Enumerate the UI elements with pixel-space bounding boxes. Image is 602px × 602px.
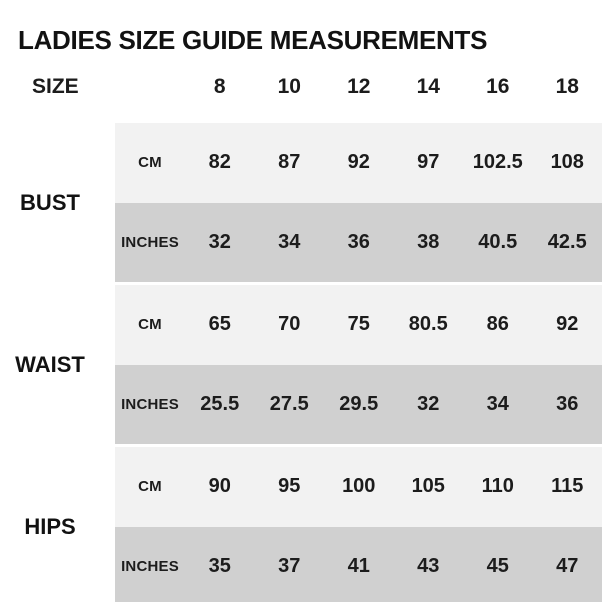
waist-group: WAIST CM 65 70 75 80.5 86 92 INCHES 25.5… <box>0 285 602 444</box>
table-cell: 43 <box>417 554 440 577</box>
table-cell: 35 <box>208 554 231 577</box>
hips-group-label: HIPS <box>24 513 76 539</box>
table-cell: 110 <box>481 475 514 498</box>
waist-group-label: WAIST <box>15 351 85 377</box>
waist-inches-row: INCHES 25.5 27.5 29.5 32 34 36 <box>115 364 602 444</box>
table-cell: 29.5 <box>339 392 379 415</box>
table-cell: 47 <box>556 554 579 577</box>
hips-rows: CM 90 95 100 105 110 115 INCHES 35 37 41… <box>115 447 602 602</box>
table-cell: 65 <box>208 313 231 336</box>
table-cell: 100 <box>342 475 376 498</box>
bust-inches-row: INCHES 32 34 36 38 40.5 42.5 <box>115 202 602 282</box>
table-cell: 105 <box>411 475 445 498</box>
table-cell: 32 <box>417 392 440 415</box>
waist-cm-row: CM 65 70 75 80.5 86 92 <box>115 285 602 365</box>
hips-inches-row: INCHES 35 37 41 43 45 47 <box>115 526 602 602</box>
table-cell: 75 <box>347 313 370 336</box>
table-cell: 87 <box>278 151 301 174</box>
table-cell: 41 <box>347 554 370 577</box>
table-cell: 42.5 <box>547 230 587 253</box>
table-cell: 38 <box>417 230 440 253</box>
bust-group: BUST CM 82 87 92 97 102.5 108 INCHES 32 … <box>0 123 602 282</box>
table-cell: 95 <box>278 475 301 498</box>
size-column-header: 14 <box>416 75 440 98</box>
table-cell: 92 <box>556 313 579 336</box>
table-cell: 108 <box>550 151 584 174</box>
table-cell: 92 <box>347 151 370 174</box>
table-cell: 90 <box>208 475 231 498</box>
hips-cm-row: CM 90 95 100 105 110 115 <box>115 447 602 527</box>
table-cell: 102.5 <box>472 151 523 174</box>
table-cell: 45 <box>486 554 509 577</box>
size-header-label: SIZE <box>32 75 79 98</box>
table-cell: 80.5 <box>408 313 448 336</box>
size-column-header: 16 <box>486 75 510 98</box>
unit-label: INCHES <box>121 233 179 251</box>
table-cell: 37 <box>278 554 301 577</box>
unit-label: INCHES <box>121 557 179 575</box>
unit-label: CM <box>138 478 162 496</box>
table-cell: 36 <box>556 392 579 415</box>
table-cell: 70 <box>278 313 301 336</box>
bust-group-label: BUST <box>20 189 80 215</box>
table-cell: 40.5 <box>478 230 518 253</box>
size-column-header: 12 <box>347 75 371 98</box>
table-cell: 86 <box>486 313 509 336</box>
bust-cm-row: CM 82 87 92 97 102.5 108 <box>115 123 602 203</box>
unit-label: INCHES <box>121 395 179 413</box>
table-cell: 27.5 <box>269 392 309 415</box>
table-cell: 34 <box>278 230 301 253</box>
unit-label: CM <box>138 154 162 172</box>
table-cell: 36 <box>347 230 370 253</box>
table-cell: 97 <box>417 151 440 174</box>
size-column-header: 18 <box>555 75 579 98</box>
size-column-header: 10 <box>277 75 301 98</box>
table-cell: 82 <box>208 151 231 174</box>
table-cell: 25.5 <box>200 392 240 415</box>
hips-group: HIPS CM 90 95 100 105 110 115 INCHES 35 … <box>0 447 602 602</box>
size-header-row: SIZE 8 10 12 14 16 18 <box>0 72 602 102</box>
table-cell: 115 <box>551 475 584 498</box>
table-cell: 34 <box>486 392 509 415</box>
bust-rows: CM 82 87 92 97 102.5 108 INCHES 32 34 36… <box>115 123 602 282</box>
page-title: LADIES SIZE GUIDE MEASUREMENTS <box>18 25 488 55</box>
unit-label: CM <box>138 316 162 334</box>
table-cell: 32 <box>208 230 231 253</box>
size-column-header: 8 <box>213 75 226 98</box>
waist-rows: CM 65 70 75 80.5 86 92 INCHES 25.5 27.5 … <box>115 285 602 444</box>
